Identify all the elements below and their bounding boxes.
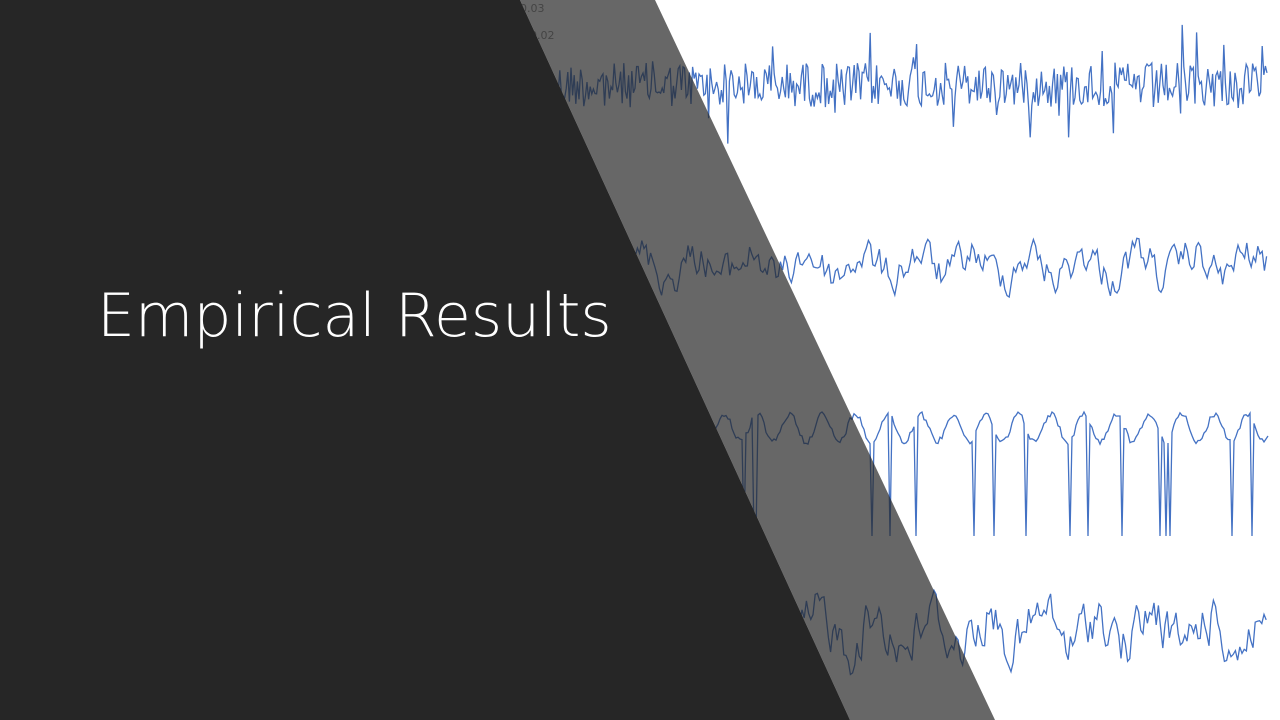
overlay-band	[520, 0, 995, 720]
dark-panel	[0, 0, 850, 720]
slide-title: Empirical Results	[97, 281, 612, 351]
